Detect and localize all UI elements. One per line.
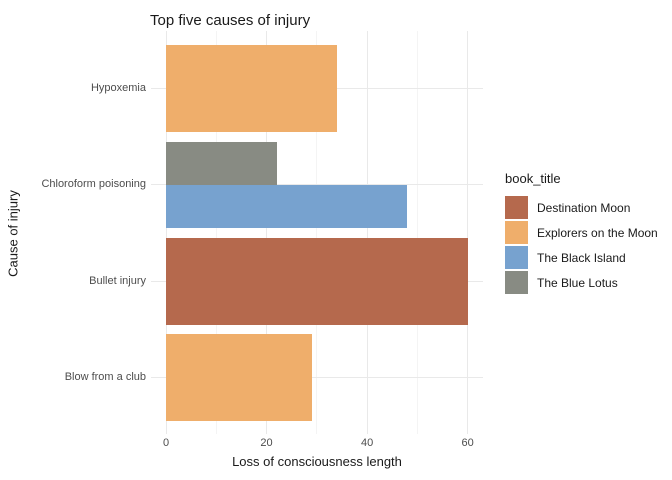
x-axis-title: Loss of consciousness length xyxy=(232,454,402,469)
chart-title: Top five causes of injury xyxy=(150,12,311,29)
y-category-label-chloroform-poisoning: Chloroform poisoning xyxy=(41,178,146,191)
gridline-major-x-20 xyxy=(266,31,268,434)
legend-item-the-black-island: The Black Island xyxy=(505,246,658,269)
plot-panel xyxy=(151,31,483,434)
legend-key-swatch-destination-moon xyxy=(505,196,528,219)
y-category-label-hypoxemia: Hypoxemia xyxy=(90,82,146,95)
gridline-major-y-blow-from-a-club xyxy=(151,377,483,378)
gridline-major-x-0 xyxy=(165,31,167,434)
y-category-label-bullet-injury: Bullet injury xyxy=(89,274,146,287)
gridline-minor-x-50 xyxy=(416,31,418,434)
legend-item-destination-moon: Destination Moon xyxy=(505,196,658,219)
legend-item-label: Destination Moon xyxy=(537,200,631,215)
x-tick-label-0: 0 xyxy=(162,437,170,449)
legend-item-label: The Black Island xyxy=(537,250,626,265)
legend-item-the-blue-lotus: The Blue Lotus xyxy=(505,271,658,294)
bar-chloroform-poisoning-the-black-island xyxy=(166,184,408,229)
gridline-minor-x-10 xyxy=(215,31,217,434)
bar-bullet-injury-destination-moon xyxy=(166,237,468,325)
legend-item-label: Explorers on the Moon xyxy=(537,225,658,240)
bar-chloroform-poisoning-the-blue-lotus xyxy=(166,141,277,185)
x-tick-label-60: 60 xyxy=(461,437,474,449)
gridline-major-x-40 xyxy=(366,31,368,434)
legend-key-swatch-the-blue-lotus xyxy=(505,271,528,294)
legend-title: book_title xyxy=(505,171,561,186)
bar-hypoxemia-explorers-on-the-moon xyxy=(166,45,337,132)
gridline-minor-x-30 xyxy=(316,31,318,434)
x-tick-label-20: 20 xyxy=(260,437,273,449)
legend-item-explorers-on-the-moon: Explorers on the Moon xyxy=(505,221,658,244)
legend-item-label: The Blue Lotus xyxy=(537,275,618,290)
legend-key-swatch-explorers-on-the-moon xyxy=(505,221,528,244)
y-category-label-blow-from-a-club: Blow from a club xyxy=(64,371,146,383)
legend-key-swatch-the-black-island xyxy=(505,246,528,269)
gridline-major-x-60 xyxy=(467,31,469,434)
x-tick-label-40: 40 xyxy=(360,437,374,449)
legend-items: Destination Moon Explorers on the Moon The… xyxy=(505,196,658,294)
legend: book_title Destination Moon Explorers on … xyxy=(505,171,658,296)
bar-blow-from-a-club-explorers-on-the-moon xyxy=(166,334,312,421)
